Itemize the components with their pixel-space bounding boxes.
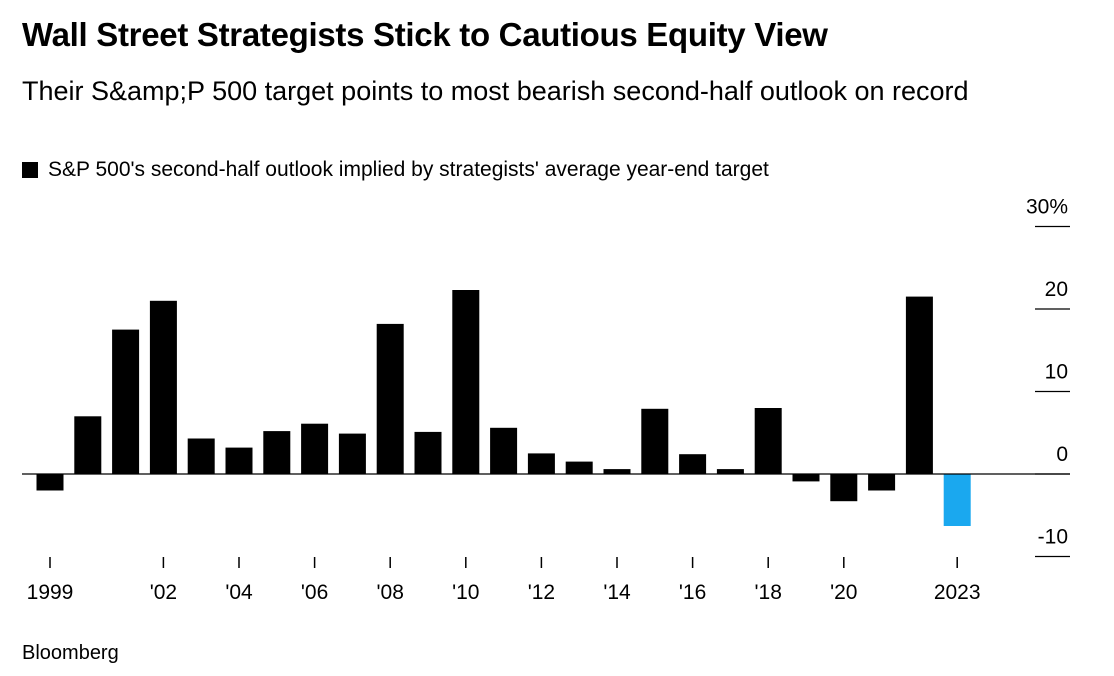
x-tick-label-2014: '14: [603, 581, 631, 604]
chart-subtitle: Their S&amp;P 500 target points to most …: [22, 76, 969, 106]
bar-2021: [868, 474, 896, 491]
bar-2003: [187, 438, 215, 474]
legend: S&P 500's second-half outlook implied by…: [22, 158, 769, 182]
y-tick-label--10: -10: [1038, 526, 1068, 549]
chart-title: Wall Street Strategists Stick to Cautiou…: [22, 16, 828, 53]
bar-2008: [376, 323, 404, 474]
bar-2007: [338, 433, 366, 474]
legend-label: S&P 500's second-half outlook implied by…: [48, 158, 769, 181]
bar-2004: [225, 447, 253, 474]
bar-chart: 30% 20 10 0 -10 1999 '02 '04 '06 '08 '10 '12 '14 '16 '…: [22, 196, 1070, 604]
bar-1999: [36, 474, 64, 491]
x-tick-label-2018: '18: [755, 581, 782, 604]
bar-2023: [943, 474, 971, 526]
x-tick-label-2006: '06: [301, 581, 328, 604]
x-tick-label-2012: '12: [528, 581, 555, 604]
x-tick-label-1999: 1999: [27, 581, 74, 604]
x-tick-label-2020: '20: [830, 581, 857, 604]
source-label: Bloomberg: [22, 642, 119, 664]
bar-2013: [565, 461, 593, 474]
bar-2020: [830, 474, 858, 502]
bar-2018: [754, 408, 782, 474]
bar-2017: [716, 469, 744, 474]
x-tick-label-2016: '16: [679, 581, 706, 604]
bar-2002: [149, 300, 177, 475]
bar-2012: [527, 453, 555, 474]
x-tick-label-2010: '10: [452, 581, 479, 604]
y-tick-label-20: 20: [1045, 278, 1068, 301]
y-tick-label-0: 0: [1056, 443, 1068, 466]
bar-2006: [301, 423, 329, 474]
bar-2010: [452, 290, 480, 474]
bar-2005: [263, 431, 291, 474]
bar-2016: [679, 454, 707, 474]
y-tick-label-30: 30%: [1026, 196, 1068, 219]
bar-2022: [905, 296, 933, 474]
x-tick-label-2023: 2023: [934, 581, 981, 604]
x-tick-label-2008: '08: [377, 581, 404, 604]
bar-2014: [603, 469, 631, 474]
bar-2009: [414, 431, 442, 474]
bar-2019: [792, 474, 820, 482]
bar-2015: [641, 408, 669, 474]
x-tick-label-2002: '02: [150, 581, 177, 604]
bar-2011: [490, 427, 518, 474]
y-tick-label-10: 10: [1045, 361, 1068, 384]
legend-swatch: [22, 162, 38, 178]
x-tick-label-2004: '04: [225, 581, 253, 604]
bar-2000: [74, 416, 102, 475]
bar-2001: [112, 329, 140, 474]
